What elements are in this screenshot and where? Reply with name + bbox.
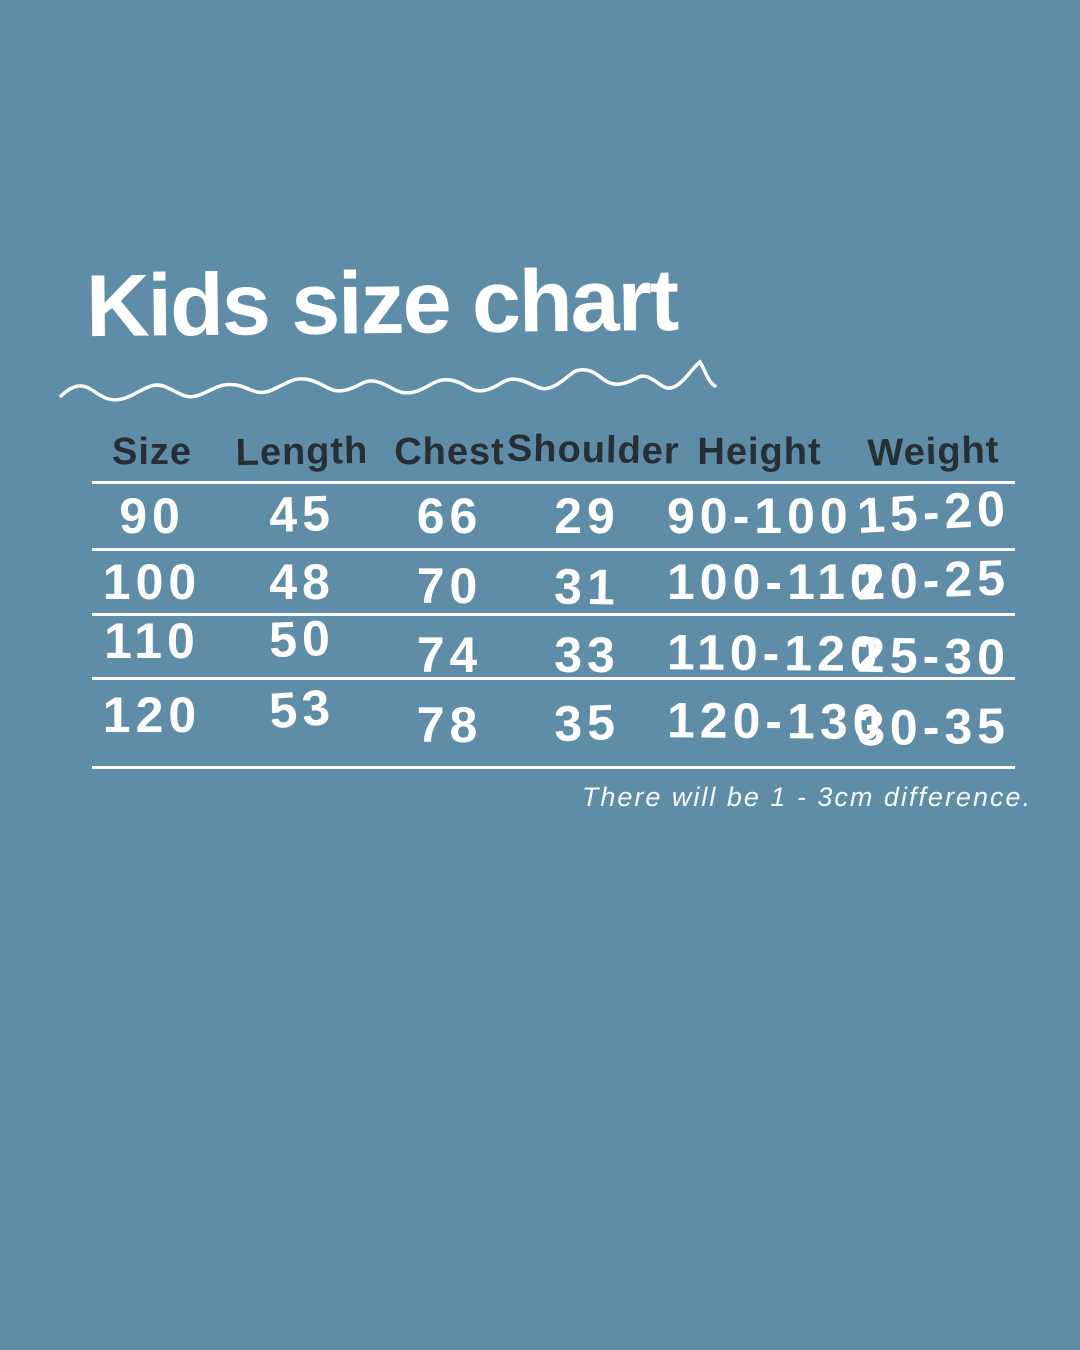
page-title: Kids size chart: [85, 249, 678, 356]
chest-cell: 70: [416, 558, 483, 614]
shoulder-cell: 31: [553, 558, 621, 616]
weight-cell: 25-30: [856, 626, 1011, 685]
weight-cell: 30-35: [856, 697, 1011, 757]
tolerance-note: There will be 1 - 3cm difference.: [581, 782, 1032, 812]
chest-cell: 78: [416, 697, 483, 753]
height-cell: 90-100: [667, 488, 853, 544]
table-row-size-90: 90 45 66 29 90-100 15-20: [92, 480, 1015, 551]
length-cell: 48: [269, 554, 335, 610]
header-shoulder: Shoulder: [506, 427, 681, 473]
size-cell: 90: [119, 488, 185, 544]
header-weight: Weight: [866, 429, 1000, 475]
table-header-row: Size Length Chest Shoulder Height Weight: [92, 424, 1015, 484]
height-cell: 120-130: [666, 692, 886, 751]
shoulder-cell: 29: [554, 488, 620, 544]
length-cell: 53: [267, 678, 337, 740]
size-cell: 120: [102, 687, 202, 743]
header-length: Length: [235, 429, 369, 475]
weight-cell: 20-25: [856, 549, 1011, 611]
header-chest: Chest: [394, 431, 505, 473]
header-size: Size: [111, 431, 193, 473]
size-cell: 110: [104, 612, 200, 669]
length-cell: 45: [268, 484, 336, 544]
chest-cell: 74: [416, 626, 483, 683]
header-height: Height: [697, 431, 822, 473]
weight-cell: 15-20: [855, 480, 1012, 544]
size-cell: 100: [102, 554, 202, 610]
shoulder-cell: 35: [553, 693, 621, 753]
table-row-size-100: 100 48 70 31 100-110 20-25: [92, 549, 1015, 616]
wavy-underline-decoration: [59, 359, 717, 402]
height-cell: 100-110: [667, 554, 883, 610]
chest-cell: 66: [416, 488, 483, 544]
size-table: Size Length Chest Shoulder Height Weight…: [92, 424, 1015, 769]
length-cell: 50: [268, 609, 336, 668]
height-cell: 110-120: [666, 623, 883, 682]
table-row-size-110: 110 50 74 33 110-120 25-30: [92, 609, 1015, 685]
shoulder-cell: 33: [554, 626, 620, 683]
table-row-size-120: 120 53 78 35 120-130 30-35: [92, 679, 1015, 769]
